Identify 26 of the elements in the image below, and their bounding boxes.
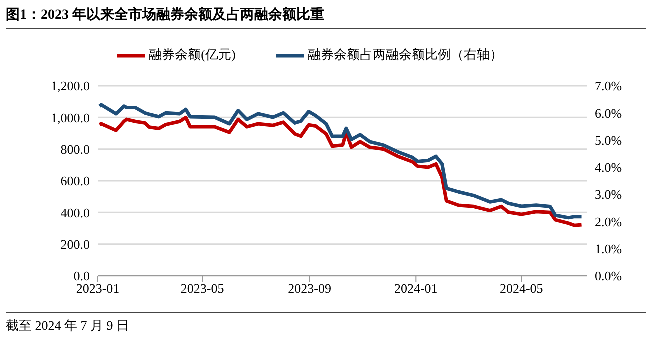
- y-tick-label: 200.0: [60, 236, 90, 252]
- x-tick-label: 2024-05: [500, 281, 544, 296]
- y2-tick-label: 6.0%: [595, 106, 622, 121]
- chart-title: 图1：2023 年以来全市场融券余额及占两融余额比重: [6, 6, 646, 29]
- y2-tick-label: 4.0%: [595, 160, 622, 176]
- line-series: [98, 116, 584, 228]
- y2-tick-label: 0.0%: [595, 268, 622, 284]
- y2-tick-label: 2.0%: [595, 214, 622, 230]
- line-series: [98, 103, 584, 220]
- y-tick-label: 600.0: [60, 174, 90, 189]
- text: 截至 2024 年 7 月 9 日: [6, 312, 646, 335]
- y-tick-label: 0.0: [74, 268, 90, 284]
- legend-label: 融券余额占两融余额比例（右轴）: [308, 46, 503, 62]
- y-tick-label: 1,000.0: [51, 110, 90, 126]
- x-tick-label: 2023-05: [180, 281, 224, 296]
- y-tick-label: 400.0: [60, 205, 90, 220]
- x-tick-label: 2023-09: [288, 281, 332, 296]
- y-tick-label: 800.0: [60, 142, 90, 157]
- y2-tick-label: 1.0%: [595, 241, 622, 256]
- y2-tick-label: 7.0%: [595, 78, 622, 94]
- x-tick-label: 2023-01: [76, 281, 120, 296]
- y2-tick-label: 3.0%: [595, 187, 622, 202]
- x-tick-label: 2024-01: [394, 281, 438, 296]
- y2-tick-label: 5.0%: [595, 132, 622, 148]
- legend-label: 融券余额(亿元): [149, 46, 236, 62]
- y-tick-label: 1,200.0: [51, 78, 90, 94]
